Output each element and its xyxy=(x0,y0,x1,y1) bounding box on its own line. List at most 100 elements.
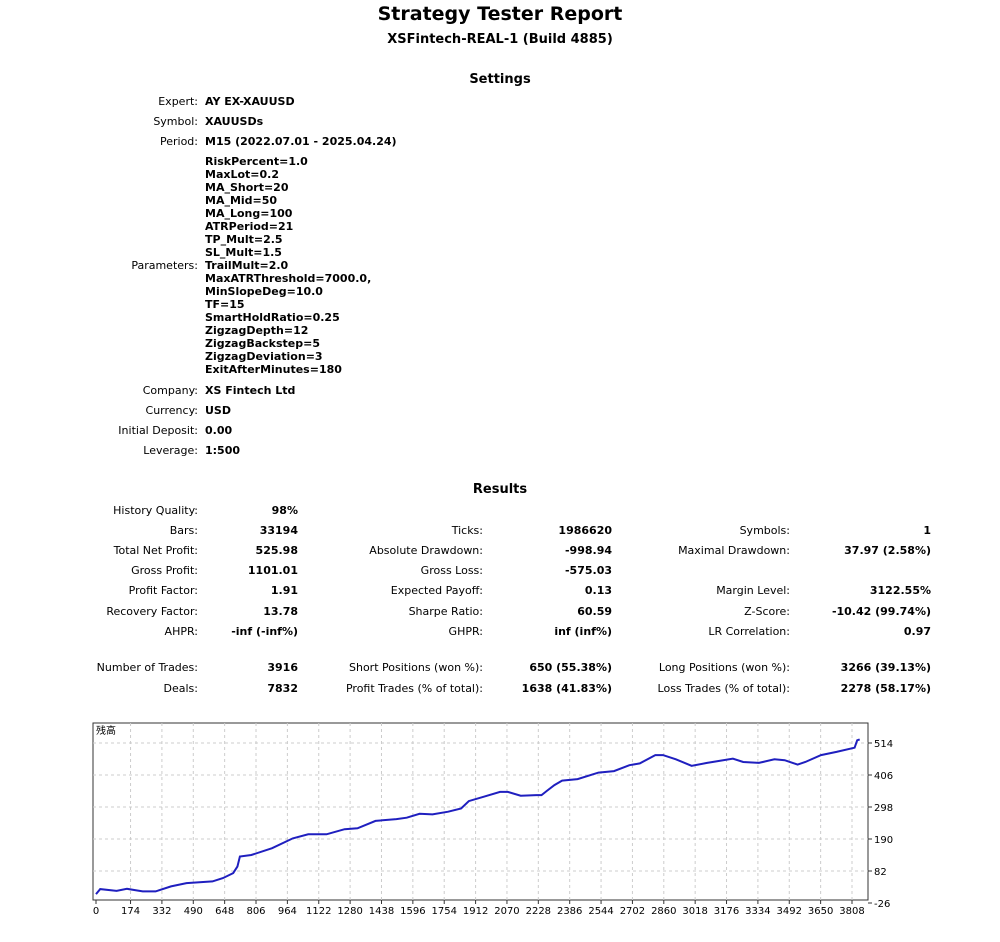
result-label: Absolute Drawdown: xyxy=(369,544,483,557)
setting-row-label: Currency: xyxy=(145,404,198,417)
result-label: Maximal Drawdown: xyxy=(678,544,790,557)
setting-row-label: Symbol: xyxy=(153,115,198,128)
x-tick-label: 2386 xyxy=(557,906,582,917)
parameter-line-value: RiskPercent=1.0 xyxy=(205,155,308,168)
setting-row-value: XAUUSDs xyxy=(205,115,264,128)
parameter-line-value: SmartHoldRatio=0.25 xyxy=(205,311,340,324)
x-tick-label: 2228 xyxy=(526,906,551,917)
setting-row-value: AY EX-XAUUSD xyxy=(205,95,295,108)
x-tick-label: 2544 xyxy=(588,906,613,917)
x-tick-label: 1912 xyxy=(463,906,488,917)
result-label: Total Net Profit: xyxy=(113,544,198,557)
result-label: Loss Trades (% of total): xyxy=(657,682,790,695)
result-value: 13.78 xyxy=(263,605,298,618)
parameters-row-value: TrailMult=2.0 xyxy=(205,259,289,272)
result-label: Recovery Factor: xyxy=(106,605,198,618)
result-label: Expected Payoff: xyxy=(390,584,483,597)
result-label: Number of Trades: xyxy=(96,661,198,674)
result-label: GHPR: xyxy=(448,625,483,638)
parameter-line-value: SL_Mult=1.5 xyxy=(205,246,282,259)
parameter-line-value: TF=15 xyxy=(205,298,245,311)
result-value: -10.42 (99.74%) xyxy=(831,605,931,618)
result-label: Margin Level: xyxy=(716,584,790,597)
y-tick-label: 514 xyxy=(874,739,893,750)
result-value: 0.13 xyxy=(584,584,612,597)
result-value: -998.94 xyxy=(564,544,612,557)
result-label: Symbols: xyxy=(739,524,790,537)
x-tick-label: 1754 xyxy=(431,906,456,917)
result-label: Z-Score: xyxy=(744,605,790,618)
result-value: 1986620 xyxy=(558,524,612,537)
results-heading: Results xyxy=(472,482,528,497)
parameter-line-value: ZigzagDepth=12 xyxy=(205,324,309,337)
parameter-line-value: MA_Long=100 xyxy=(205,207,293,220)
y-tick-label: 406 xyxy=(874,771,893,782)
setting-row-label: Initial Deposit: xyxy=(118,424,198,437)
x-tick-label: 3492 xyxy=(777,906,802,917)
result-value: 33194 xyxy=(259,524,298,537)
result-label: Profit Factor: xyxy=(128,584,198,597)
x-tick-label: 3808 xyxy=(839,906,864,917)
setting-row-value: 0.00 xyxy=(205,424,233,437)
result-label: Gross Loss: xyxy=(420,564,483,577)
result-value: 1638 (41.83%) xyxy=(521,682,612,695)
chart-title: 残高 xyxy=(96,724,116,737)
x-tick-label: 3650 xyxy=(808,906,833,917)
setting-row-value: USD xyxy=(205,404,231,417)
result-label: Gross Profit: xyxy=(131,564,198,577)
x-tick-label: 648 xyxy=(215,906,234,917)
parameter-line-value: ZigzagDeviation=3 xyxy=(205,350,323,363)
parameter-line-value: ZigzagBackstep=5 xyxy=(205,337,320,350)
result-label: AHPR: xyxy=(164,625,198,638)
settings-heading: Settings xyxy=(469,72,531,87)
setting-row-value: M15 (2022.07.01 - 2025.04.24) xyxy=(205,135,397,148)
x-tick-label: 1438 xyxy=(369,906,394,917)
parameter-line-value: ExitAfterMinutes=180 xyxy=(205,363,342,376)
result-label: Profit Trades (% of total): xyxy=(345,682,483,695)
parameter-line-value: MA_Short=20 xyxy=(205,181,289,194)
result-value: 37.97 (2.58%) xyxy=(844,544,931,557)
result-label: LR Correlation: xyxy=(708,625,790,638)
result-label: Short Positions (won %): xyxy=(348,661,483,674)
parameter-line-value: MaxATRThreshold=7000.0, xyxy=(205,272,372,285)
parameter-line-value: MinSlopeDeg=10.0 xyxy=(205,285,323,298)
result-value: 3916 xyxy=(267,661,298,674)
result-value: 98% xyxy=(271,504,298,517)
y-tick-label: 190 xyxy=(874,835,893,846)
setting-row-value: XS Fintech Ltd xyxy=(205,384,296,397)
parameter-line-value: ATRPeriod=21 xyxy=(205,220,294,233)
result-value: 3266 (39.13%) xyxy=(840,661,931,674)
x-tick-label: 1280 xyxy=(337,906,362,917)
x-tick-label: 3018 xyxy=(682,906,707,917)
report-subtitle: XSFintech-REAL-1 (Build 4885) xyxy=(387,32,613,47)
x-tick-label: 0 xyxy=(93,906,99,917)
x-tick-label: 3334 xyxy=(745,906,770,917)
result-label: Sharpe Ratio: xyxy=(408,605,483,618)
result-value: 3122.55% xyxy=(869,584,931,597)
result-value: 0.97 xyxy=(903,625,931,638)
result-value: 1101.01 xyxy=(247,564,298,577)
x-tick-label: 490 xyxy=(184,906,203,917)
y-tick-label: 298 xyxy=(874,803,893,814)
parameter-line-value: MA_Mid=50 xyxy=(205,194,278,207)
setting-row-label: Expert: xyxy=(158,95,198,108)
result-value: -inf (-inf%) xyxy=(231,625,298,638)
result-value: 525.98 xyxy=(255,544,298,557)
x-tick-label: 1122 xyxy=(306,906,331,917)
result-label: Ticks: xyxy=(451,524,483,537)
y-tick-label: -26 xyxy=(874,899,890,910)
report-title: Strategy Tester Report xyxy=(377,3,623,25)
x-tick-label: 1596 xyxy=(400,906,425,917)
setting-row-label: Company: xyxy=(142,384,198,397)
result-label: History Quality: xyxy=(113,504,198,517)
balance-chart: 514 406 298 190 82 -26 0 174 332 490 648 806 964 1122… xyxy=(92,722,893,917)
result-value: 7832 xyxy=(267,682,298,695)
x-tick-label: 2702 xyxy=(620,906,645,917)
x-tick-label: 174 xyxy=(121,906,140,917)
result-value: -575.03 xyxy=(564,564,612,577)
setting-row-value: 1:500 xyxy=(205,444,241,457)
result-value: 60.59 xyxy=(577,605,612,618)
setting-row-label: Leverage: xyxy=(143,444,198,457)
result-value: 650 (55.38%) xyxy=(529,661,612,674)
x-tick-label: 806 xyxy=(246,906,265,917)
